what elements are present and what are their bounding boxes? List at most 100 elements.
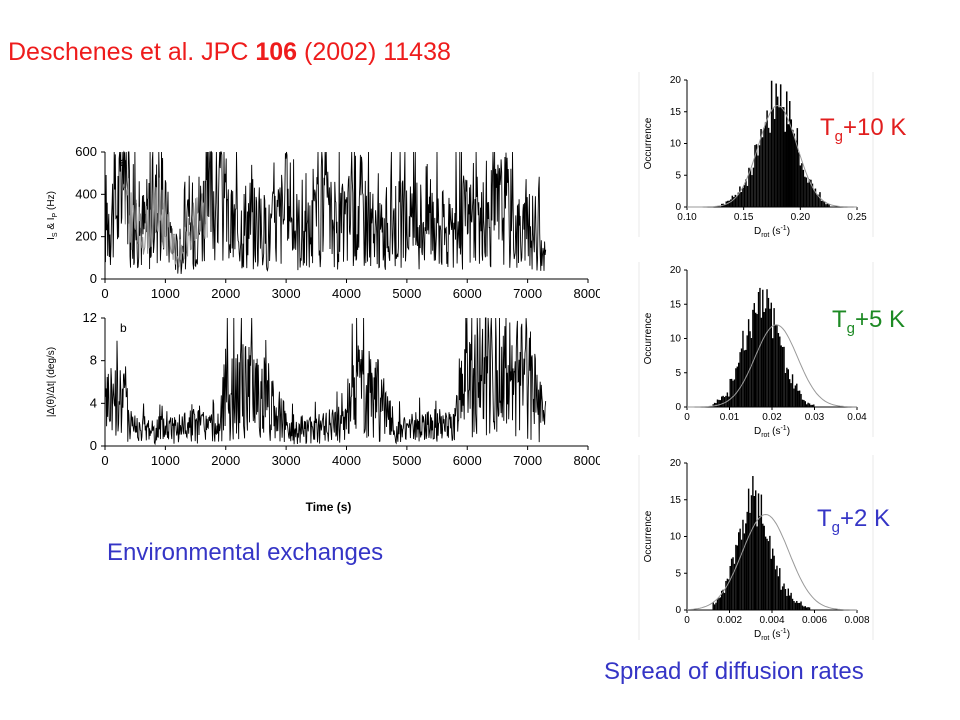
histogram-bar	[746, 335, 748, 407]
histogram-bar	[721, 590, 723, 610]
temperature-label-10k: Tg+10 K	[820, 114, 906, 145]
histogram-bar	[726, 578, 729, 610]
x-tick-label: 1000	[151, 453, 180, 468]
histogram-bar	[789, 379, 791, 407]
y-tick-label: 15	[670, 107, 682, 118]
histogram-bar	[767, 127, 770, 207]
histogram-bar	[783, 583, 785, 610]
caption-spread-of-diffusion-rates: Spread of diffusion rates	[604, 658, 864, 685]
histogram-bar	[713, 402, 716, 407]
histogram-bar	[742, 330, 744, 407]
histogram-bar	[733, 379, 736, 407]
histogram-bar	[743, 184, 746, 207]
histogram-bar	[794, 385, 797, 407]
y-tick-label: 5	[675, 170, 681, 181]
y-tick-label: 10	[670, 334, 682, 345]
histogram-bar	[730, 558, 733, 610]
histogram-bar	[778, 107, 780, 207]
label-part: rot	[761, 232, 769, 237]
histogram-bar	[753, 303, 755, 407]
histogram-bar	[795, 140, 797, 207]
temp-rest: +10 K	[843, 114, 907, 141]
histogram-bar	[808, 403, 811, 407]
histogram-bar	[762, 523, 764, 610]
histogram-bar	[767, 541, 770, 610]
histogram-bar	[730, 378, 733, 407]
histogram-bar	[828, 204, 830, 207]
histogram-bar	[736, 195, 738, 207]
histogram-bar	[789, 595, 791, 610]
histogram-bar	[736, 545, 738, 610]
histogram-tg-plus-2: 0 5 10 15 20 0 0.002 0.004 0.006 0.008 Occurrence D…	[638, 455, 874, 640]
histogram-bar	[738, 532, 740, 610]
histogram-bar	[790, 119, 793, 207]
histogram-bar	[825, 204, 827, 207]
histogram-bar	[800, 393, 802, 407]
label-part: I	[46, 237, 57, 240]
label-part: & I	[46, 217, 57, 232]
histogram-bar	[787, 369, 789, 407]
temp-sub: g	[846, 319, 856, 337]
histogram-bar	[716, 599, 719, 610]
histogram-bar	[798, 152, 800, 207]
x-tick-label: 0	[684, 412, 690, 423]
histogram-bar	[801, 163, 803, 207]
histogram-bar	[728, 396, 730, 407]
histogram-bar	[798, 390, 801, 407]
x-tick-label: 0.01	[720, 412, 740, 423]
histogram-bar	[811, 404, 814, 407]
histogram-bar	[772, 338, 774, 407]
histogram-bar	[806, 607, 808, 610]
label-part: rot	[761, 635, 769, 640]
y-axis-label: Occurrence	[643, 510, 654, 562]
y-tick-label: 0	[675, 605, 681, 616]
histogram-bar	[739, 186, 741, 207]
histogram-bar	[750, 495, 753, 610]
histogram-bar	[760, 129, 762, 207]
histogram-bar	[793, 133, 796, 207]
x-axis-label: Time (s)	[306, 500, 352, 514]
histogram-bar	[793, 388, 795, 407]
histogram-bar	[803, 606, 805, 610]
y-tick-label: 20	[670, 458, 682, 469]
histogram-bar	[769, 132, 771, 207]
histogram-bar	[766, 110, 768, 207]
histogram-bar	[723, 397, 726, 407]
histogram-bar	[798, 602, 801, 610]
histogram-bar	[749, 169, 752, 207]
histogram-tg-plus-5: 0 5 10 15 20 0 0.01 0.02 0.03 0.04 Occurrence Drot …	[638, 262, 874, 437]
x-tick-label: 0.006	[802, 615, 827, 626]
histogram-bar	[752, 476, 754, 610]
x-tick-label: 6000	[453, 453, 482, 468]
histogram-bar	[774, 569, 777, 610]
histogram-bar	[747, 319, 750, 407]
histogram-bar	[770, 558, 772, 610]
histogram-bar	[816, 194, 818, 207]
histogram-bar	[758, 145, 761, 207]
histogram-bar	[769, 535, 771, 610]
histogram-bar	[773, 118, 776, 207]
histogram-bar	[725, 395, 727, 407]
histogram-bar	[763, 312, 765, 407]
histogram-bar	[811, 183, 814, 207]
histogram-bar	[760, 494, 763, 610]
y-tick-label: 15	[670, 299, 682, 310]
histogram-bar	[807, 182, 809, 207]
histogram-bar	[743, 533, 746, 610]
histogram-bar	[757, 155, 759, 207]
histogram-bar	[726, 392, 729, 407]
histogram-bar	[730, 199, 732, 207]
histogram-bar	[755, 490, 757, 610]
histogram-bar	[770, 302, 772, 407]
histogram-bar	[772, 548, 774, 610]
histogram-bar	[789, 101, 791, 207]
panel-letter: b	[120, 321, 127, 335]
y-tick-label: 400	[75, 186, 97, 201]
histogram-bar	[734, 194, 737, 207]
y-tick-label: 20	[670, 265, 682, 276]
fit-curve	[687, 104, 857, 208]
histogram-bar	[801, 399, 804, 407]
histogram-bar	[728, 579, 730, 610]
signal-trace	[104, 150, 547, 274]
